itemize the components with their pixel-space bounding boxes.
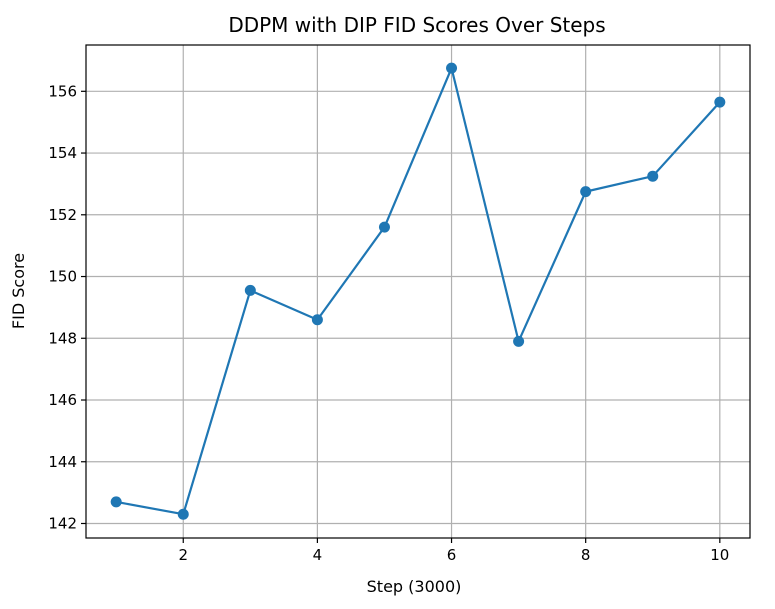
y-tick-label: 156 <box>48 82 77 100</box>
x-tick-label: 6 <box>447 546 457 564</box>
y-tick-label: 142 <box>48 514 77 532</box>
y-tick-label: 154 <box>48 144 77 162</box>
y-tick-label: 146 <box>48 391 77 409</box>
data-point <box>311 314 323 326</box>
y-tick-label: 150 <box>48 268 77 286</box>
data-point <box>714 96 726 108</box>
data-point <box>580 186 592 198</box>
x-axis-label: Step (3000) <box>367 577 462 596</box>
data-point <box>244 284 256 296</box>
chart-title: DDPM with DIP FID Scores Over Steps <box>228 13 605 37</box>
x-tick-label: 4 <box>313 546 323 564</box>
series-line <box>115 67 721 516</box>
y-tick-label: 152 <box>48 206 77 224</box>
y-axis-label: FID Score <box>9 253 28 329</box>
data-point <box>378 221 390 233</box>
tick-layer: 2 4 6 8 10 142 144 146 148 150 152 154 156 <box>48 82 729 564</box>
y-tick-label: 144 <box>48 453 77 471</box>
data-point <box>110 496 122 508</box>
data-point <box>647 170 659 182</box>
grid-layer <box>86 45 750 538</box>
x-tick-label: 8 <box>581 546 591 564</box>
x-tick-label: 10 <box>710 546 729 564</box>
data-point <box>177 508 189 520</box>
data-point <box>446 62 458 74</box>
series-layer <box>110 62 726 520</box>
x-tick-label: 2 <box>178 546 188 564</box>
y-tick-label: 148 <box>48 329 77 347</box>
data-point <box>513 335 525 347</box>
plot-frame <box>85 44 751 539</box>
